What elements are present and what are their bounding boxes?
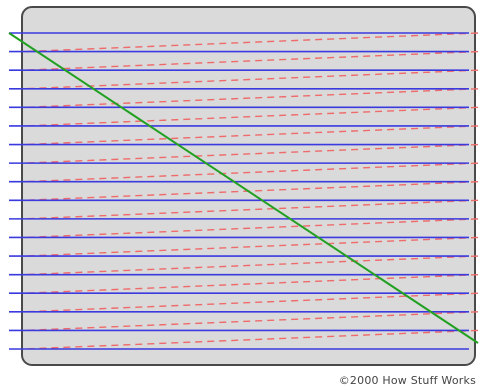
retrace-line [23, 218, 479, 239]
retrace-line [23, 236, 479, 257]
retrace-line [23, 162, 479, 183]
retrace-line [23, 32, 479, 53]
retrace-line [23, 125, 479, 146]
horizontal-retrace-lines [23, 32, 479, 350]
retrace-line [23, 292, 479, 313]
vertical-retrace-line [8, 32, 479, 344]
scan-lines [9, 32, 469, 350]
retrace-line [23, 88, 479, 109]
retrace-line [23, 199, 479, 220]
retrace-line [23, 329, 479, 350]
retrace-line [23, 181, 479, 201]
copyright-credit: ©2000 How Stuff Works [338, 374, 476, 387]
retrace-line [23, 273, 479, 294]
retrace-line [23, 255, 479, 276]
retrace-line [23, 143, 479, 164]
retrace-line [23, 106, 479, 127]
retrace-line [23, 311, 479, 332]
screen-panel [21, 6, 476, 366]
retrace-line [23, 50, 479, 71]
retrace-line [23, 69, 479, 90]
